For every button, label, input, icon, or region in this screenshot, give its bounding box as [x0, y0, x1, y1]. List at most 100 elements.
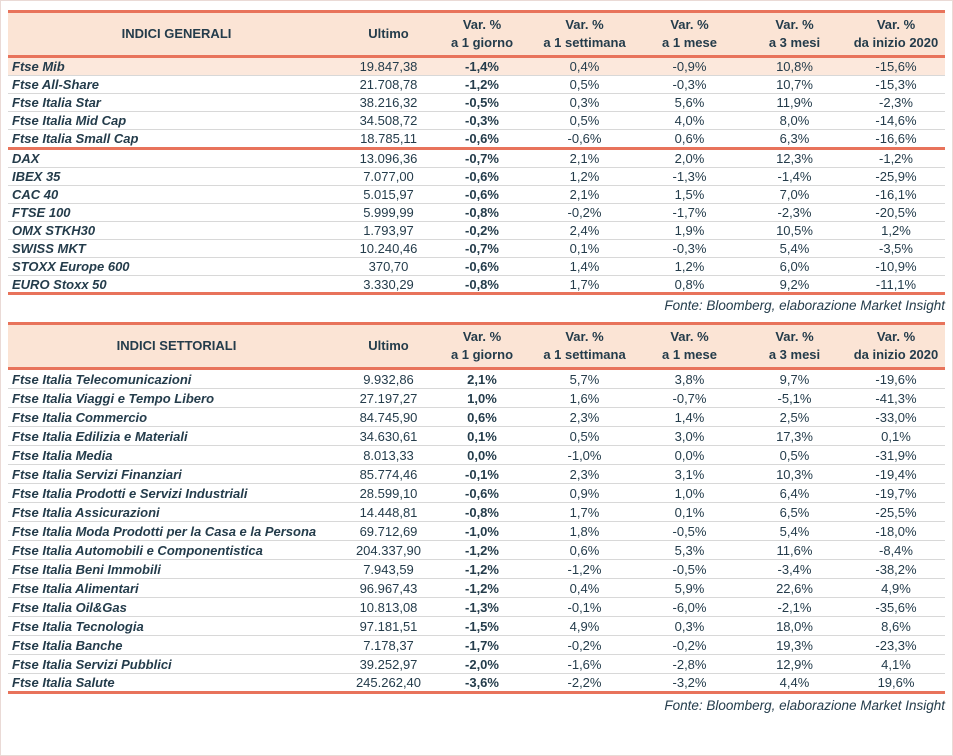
index-name-cell: SWISS MKT: [8, 239, 345, 258]
general-table-header: INDICI GENERALI Ultimo Var. % a 1 giorno…: [8, 11, 945, 58]
var-1-mese-cell: 0,8%: [637, 275, 742, 294]
table-row: Ftse Italia Media 8.013,33 0,0% -1,0% 0,0% 0,…: [8, 445, 945, 466]
ultimo-cell: 204.337,90: [345, 540, 432, 561]
var-inizio-2020-cell: -25,9%: [847, 167, 945, 186]
var-3-mesi-cell: 9,7%: [742, 369, 847, 390]
var-inizio-2020-cell: 8,6%: [847, 616, 945, 637]
index-name-cell: Ftse Italia Star: [8, 93, 345, 112]
index-name-cell: Ftse Italia Alimentari: [8, 578, 345, 599]
var-inizio-2020-cell: -33,0%: [847, 407, 945, 428]
var-inizio-2020-cell: -18,0%: [847, 521, 945, 542]
var-1-giorno-cell: -1,0%: [432, 521, 532, 542]
var-inizio-2020-cell: -38,2%: [847, 559, 945, 580]
var-1-giorno-cell: -0,5%: [432, 93, 532, 112]
var-3-mesi-cell: 12,9%: [742, 654, 847, 675]
var-inizio-2020-cell: -20,5%: [847, 203, 945, 222]
table-row: Ftse Italia Alimentari 96.967,43 -1,2% 0,4%…: [8, 578, 945, 599]
var-1-settimana-cell: 0,5%: [532, 111, 637, 130]
index-name-cell: Ftse Italia Servizi Pubblici: [8, 654, 345, 675]
ultimo-cell: 69.712,69: [345, 521, 432, 542]
var-1-mese-cell: -0,5%: [637, 559, 742, 580]
var-inizio-2020-cell: -19,4%: [847, 464, 945, 485]
var-1-settimana-cell: 5,7%: [532, 369, 637, 390]
ultimo-cell: 28.599,10: [345, 483, 432, 504]
index-name-cell: FTSE 100: [8, 203, 345, 222]
ultimo-cell: 10.240,46: [345, 239, 432, 258]
table-row: Ftse Italia Automobili e Componentistica…: [8, 540, 945, 561]
var-1-giorno-cell: -1,7%: [432, 635, 532, 656]
ultimo-cell: 9.932,86: [345, 369, 432, 390]
var-3-mesi-cell: 5,4%: [742, 521, 847, 542]
table-row: OMX STKH30 1.793,97 -0,2% 2,4% 1,9% 10,5% 1,2%: [8, 221, 945, 240]
column-header-var-1-mese: Var. % a 1 mese: [637, 323, 742, 368]
var-1-mese-cell: -0,2%: [637, 635, 742, 656]
ultimo-cell: 39.252,97: [345, 654, 432, 675]
var-1-settimana-cell: -1,0%: [532, 445, 637, 466]
general-indices-table: INDICI GENERALI Ultimo Var. % a 1 giorno…: [8, 10, 945, 295]
var-inizio-2020-cell: 4,1%: [847, 654, 945, 675]
var-3-mesi-cell: 7,0%: [742, 185, 847, 204]
var-inizio-2020-cell: -31,9%: [847, 445, 945, 466]
var-1-mese-cell: 2,0%: [637, 149, 742, 168]
var-1-mese-cell: 3,8%: [637, 369, 742, 390]
column-header-ultimo: Ultimo: [345, 323, 432, 368]
var-1-mese-cell: -0,3%: [637, 75, 742, 94]
var-3-mesi-cell: -2,1%: [742, 597, 847, 618]
var-1-giorno-cell: -0,8%: [432, 275, 532, 294]
var-1-settimana-cell: 2,3%: [532, 464, 637, 485]
index-name-cell: Ftse Italia Telecomunicazioni: [8, 369, 345, 390]
var-3-mesi-cell: 6,3%: [742, 129, 847, 148]
var-3-mesi-cell: -5,1%: [742, 388, 847, 409]
var-1-settimana-cell: 1,2%: [532, 167, 637, 186]
table-row: Ftse Italia Assicurazioni 14.448,81 -0,8% 1…: [8, 502, 945, 523]
var-1-settimana-cell: -0,6%: [532, 129, 637, 148]
ultimo-cell: 38.216,32: [345, 93, 432, 112]
table-row: STOXX Europe 600 370,70 -0,6% 1,4% 1,2% 6,0% -…: [8, 257, 945, 276]
var-1-settimana-cell: -0,2%: [532, 635, 637, 656]
index-name-cell: Ftse Italia Tecnologia: [8, 616, 345, 637]
column-header-var-1-giorno: Var. % a 1 giorno: [432, 11, 532, 56]
ultimo-cell: 14.448,81: [345, 502, 432, 523]
var-inizio-2020-cell: -35,6%: [847, 597, 945, 618]
sector-indices-table: INDICI SETTORIALI Ultimo Var. % a 1 gior…: [8, 322, 945, 695]
ultimo-cell: 84.745,90: [345, 407, 432, 428]
table-row: Ftse Italia Oil&Gas 10.813,08 -1,3% -0,1% -6…: [8, 597, 945, 618]
var-1-settimana-cell: 4,9%: [532, 616, 637, 637]
var-1-giorno-cell: -1,2%: [432, 559, 532, 580]
table-row: Ftse Italia Star 38.216,32 -0,5% 0,3% 5,6% 11…: [8, 93, 945, 112]
sector-indices-group: Ftse Italia Telecomunicazioni 9.932,86 2,1…: [8, 369, 945, 694]
ultimo-cell: 3.330,29: [345, 275, 432, 294]
var-1-settimana-cell: 1,8%: [532, 521, 637, 542]
var-inizio-2020-cell: -19,6%: [847, 369, 945, 390]
var-1-giorno-cell: 0,1%: [432, 426, 532, 447]
column-header-var-1-settimana: Var. % a 1 settimana: [532, 323, 637, 368]
var-3-mesi-cell: -2,3%: [742, 203, 847, 222]
ultimo-cell: 27.197,27: [345, 388, 432, 409]
var-1-mese-cell: 1,2%: [637, 257, 742, 276]
index-name-cell: STOXX Europe 600: [8, 257, 345, 276]
ultimo-cell: 8.013,33: [345, 445, 432, 466]
var-1-settimana-cell: 2,1%: [532, 149, 637, 168]
index-name-cell: Ftse Italia Small Cap: [8, 129, 345, 148]
table-row: CAC 40 5.015,97 -0,6% 2,1% 1,5% 7,0% -16,1%: [8, 185, 945, 204]
var-1-giorno-cell: -0,3%: [432, 111, 532, 130]
index-name-cell: Ftse Italia Banche: [8, 635, 345, 656]
table-row: Ftse Italia Small Cap 18.785,11 -0,6% -0,6%…: [8, 129, 945, 148]
var-3-mesi-cell: 22,6%: [742, 578, 847, 599]
var-1-mese-cell: 1,5%: [637, 185, 742, 204]
index-name-cell: Ftse Italia Oil&Gas: [8, 597, 345, 618]
var-1-settimana-cell: 0,6%: [532, 540, 637, 561]
var-1-giorno-cell: -0,8%: [432, 502, 532, 523]
var-inizio-2020-cell: -11,1%: [847, 275, 945, 294]
var-1-settimana-cell: 0,1%: [532, 239, 637, 258]
var-1-mese-cell: 5,3%: [637, 540, 742, 561]
source-note: Fonte: Bloomberg, elaborazione Market In…: [664, 298, 945, 313]
var-inizio-2020-cell: 19,6%: [847, 673, 945, 694]
var-1-mese-cell: 0,3%: [637, 616, 742, 637]
column-header-var-1-giorno: Var. % a 1 giorno: [432, 323, 532, 368]
var-inizio-2020-cell: 1,2%: [847, 221, 945, 240]
index-name-cell: DAX: [8, 149, 345, 168]
ultimo-cell: 18.785,11: [345, 129, 432, 148]
var-1-settimana-cell: -1,6%: [532, 654, 637, 675]
index-name-cell: Ftse Italia Media: [8, 445, 345, 466]
